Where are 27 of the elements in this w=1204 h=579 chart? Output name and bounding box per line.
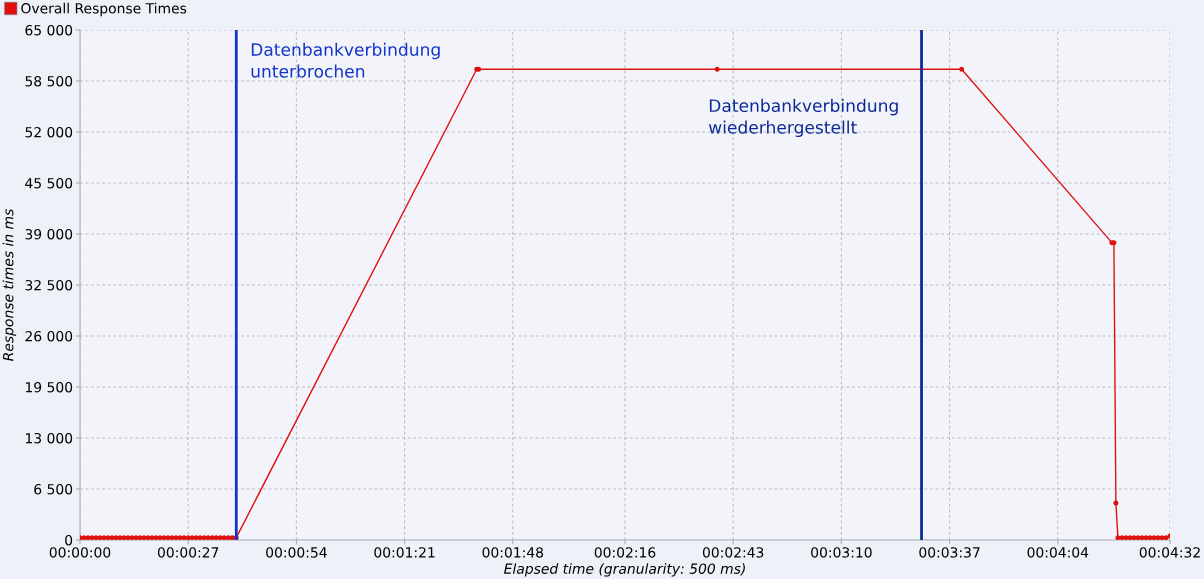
x-tick-label: 00:00:54 xyxy=(266,547,327,558)
y-tick-label: 32 500 xyxy=(25,279,73,291)
x-tick-label: 00:02:43 xyxy=(702,547,764,558)
ref-line-label: Datenbankverbindung unterbrochen xyxy=(251,42,440,78)
x-tick-label: 00:01:21 xyxy=(374,547,435,558)
y-tick-label: 65 000 xyxy=(25,24,73,36)
x-tick-label: 00:02:16 xyxy=(594,547,656,558)
x-tick-label: 00:01:48 xyxy=(482,547,544,558)
legend-label: Overall Response Times xyxy=(21,2,187,17)
y-tick-label: 6 500 xyxy=(34,483,73,495)
x-tick-label: 00:03:10 xyxy=(811,547,872,558)
y-tick-label: 19 500 xyxy=(25,381,73,393)
x-tick-label: 00:03:37 xyxy=(919,547,980,558)
x-tick-label: 00:04:32 xyxy=(1139,547,1200,558)
x-tick-label: 00:00:00 xyxy=(49,547,111,558)
ref-line-label: Datenbankverbindung wiederhergestellt xyxy=(708,98,898,138)
y-tick-label: 26 000 xyxy=(25,330,73,342)
x-tick-label: 00:00:27 xyxy=(157,547,219,558)
y-tick-label: 13 000 xyxy=(25,432,73,444)
y-tick-label: 58 500 xyxy=(25,75,73,87)
x-axis-title: Elapsed time (granularity: 500 ms) xyxy=(504,563,745,577)
y-tick-label: 45 500 xyxy=(25,177,73,189)
y-tick-label: 52 000 xyxy=(25,126,73,138)
y-tick-label: 39 000 xyxy=(25,228,73,240)
y-tick-label: 0 xyxy=(65,534,73,546)
x-tick-label: 00:04:04 xyxy=(1027,547,1089,558)
y-axis-title: Response times in ms xyxy=(2,208,17,361)
